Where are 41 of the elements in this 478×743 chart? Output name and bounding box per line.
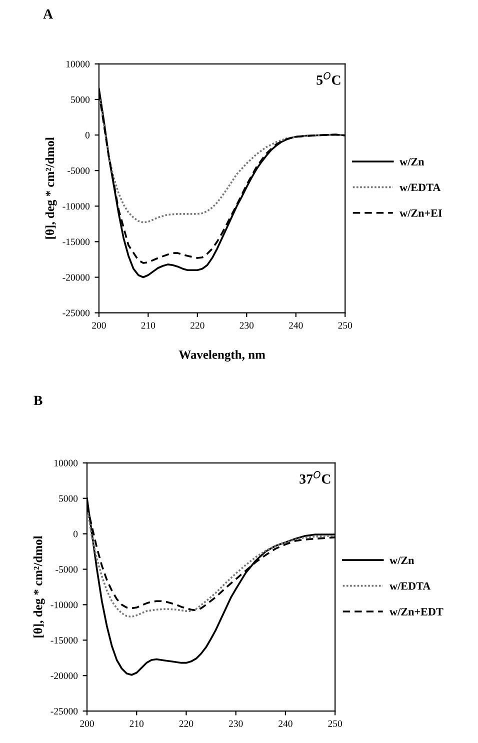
annotation: 5$^{O}$C: [316, 72, 340, 85]
y-tick-label: 10000: [66, 60, 90, 68]
y-tick-label: 0: [73, 530, 78, 538]
legend-label: w/EDTA: [390, 582, 431, 590]
x-tick-label: 230: [240, 322, 254, 329]
y-axis-title: [θ], deg * cm²/dmol: [45, 137, 57, 239]
x-tick-label: 250: [328, 720, 342, 727]
annotation: 37$^{O}$C: [300, 471, 330, 484]
x-tick-label: 210: [130, 720, 144, 727]
x-tick-label: 220: [190, 322, 204, 329]
legend-label: w/Zn+EI: [400, 209, 442, 217]
y-tick-label: -10000: [50, 602, 78, 608]
x-tick-label: 210: [141, 322, 156, 329]
y-tick-label: -5000: [56, 566, 78, 573]
x-tick-label: 240: [289, 322, 303, 329]
y-tick-label: -15000: [50, 637, 78, 644]
x-tick-label: 250: [338, 322, 352, 329]
y-tick-label: -5000: [68, 167, 90, 174]
y-tick-label: 5000: [59, 495, 78, 502]
text: B: [34, 396, 42, 405]
y-tick-label: -15000: [62, 238, 90, 246]
y-tick-label: -25000: [50, 708, 78, 715]
y-tick-label: -20000: [62, 274, 90, 281]
y-tick-label: -25000: [62, 310, 90, 316]
legend-label: w/Zn: [390, 556, 414, 564]
x-tick-label: 220: [179, 720, 194, 727]
legend-label: w/Zn: [400, 158, 424, 166]
text: A: [43, 9, 53, 19]
x-tick-label: 200: [92, 322, 106, 329]
legend-label: w/EDTA: [400, 184, 441, 192]
x-tick-label: 230: [228, 720, 243, 727]
y-tick-label: 0: [85, 132, 90, 138]
x-tick-label: 200: [80, 720, 94, 727]
x-tick-label: 240: [278, 720, 292, 727]
y-tick-label: 5000: [71, 96, 90, 103]
y-tick-label: 10000: [54, 460, 78, 466]
y-axis-title: [θ], deg * cm²/dmol: [33, 536, 45, 638]
x-axis-title: Wavelength, nm: [178, 350, 266, 362]
y-tick-label: -10000: [62, 203, 90, 210]
y-tick-label: -20000: [50, 672, 78, 680]
legend-label: w/Zn+EDT: [390, 608, 444, 616]
